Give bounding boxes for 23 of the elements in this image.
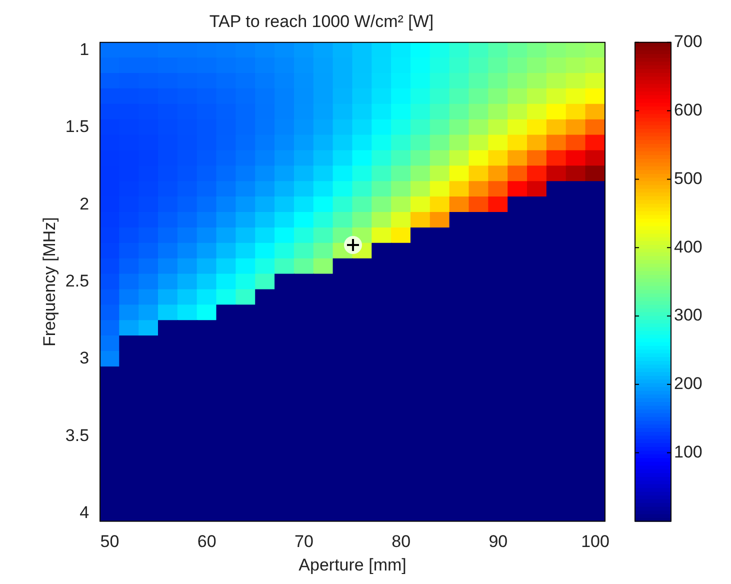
x-axis-title: Aperture [mm] [298, 555, 406, 574]
x-tick-label: 50 [100, 532, 120, 552]
color-bar-label: 700 [674, 32, 702, 52]
y-tick-label: 1.5 [65, 117, 90, 136]
y-tick-label: 3.5 [65, 426, 90, 445]
x-tick-label: 90 [488, 532, 508, 552]
y-tick-label: 2 [80, 194, 90, 214]
x-tick-label: 70 [294, 532, 314, 552]
y-tick-label: 2.5 [65, 271, 90, 290]
y-axis-title: Frequency [MHz] [40, 217, 59, 347]
color-bar-label: 200 [674, 374, 702, 394]
y-tick-label: 3 [80, 348, 90, 368]
color-bar-label: 600 [674, 100, 702, 120]
x-tick-label: 80 [392, 532, 411, 552]
y-tick-label: 1 [80, 40, 90, 59]
chart-title: TAP to reach 1000 W/cm² [W] [209, 12, 434, 31]
y-tick-label: 4 [80, 503, 90, 522]
x-tick-label: 100 [581, 532, 610, 552]
color-bar-label: 100 [674, 442, 702, 462]
x-tick-label: 60 [197, 532, 216, 552]
color-bar-label: 500 [674, 168, 702, 188]
color-bar-label: 400 [674, 237, 702, 256]
color-bar-label: 300 [674, 306, 702, 325]
